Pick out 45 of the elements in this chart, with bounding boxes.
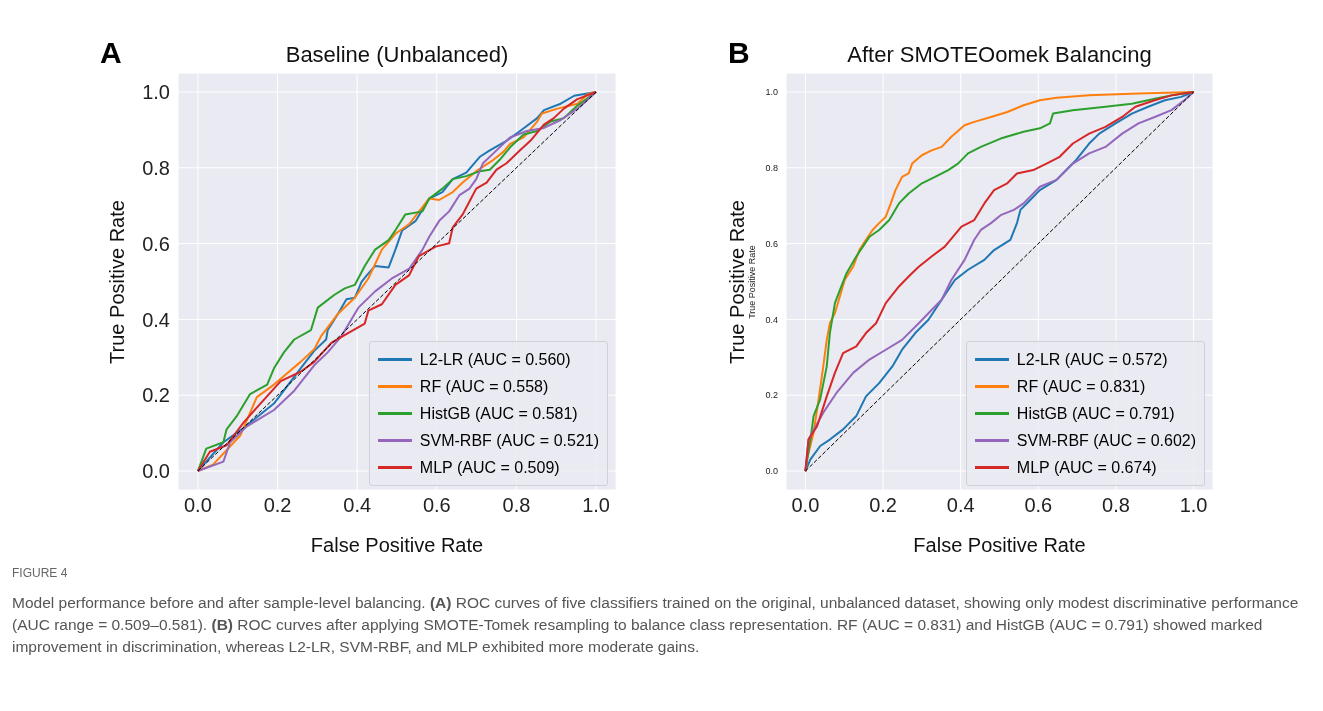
x-tick-label: 0.8: [1102, 494, 1130, 517]
y-tick-label: 0.2: [142, 384, 170, 407]
x-axis-title: False Positive Rate: [913, 534, 1086, 556]
y-tick-label: 0.2: [765, 390, 778, 401]
legend-label: SVM-RBF (AUC = 0.602): [1016, 431, 1196, 450]
y-tick-label: 0.6: [142, 232, 170, 255]
x-tick-label: 0.0: [791, 494, 820, 517]
x-tick-label: 0.4: [343, 494, 372, 517]
y-tick-label: 0.4: [765, 314, 778, 325]
x-tick-label: 0.2: [263, 494, 292, 517]
y-tick-label: 0.6: [765, 238, 778, 249]
x-tick-label: 1.0: [1179, 494, 1208, 517]
legend-label: RF (AUC = 0.831): [1016, 377, 1146, 396]
legend-label: L2-LR (AUC = 0.572): [1016, 350, 1168, 369]
y-tick-label: 0.4: [142, 308, 170, 331]
x-tick-label: 0.6: [422, 494, 451, 517]
x-tick-label: 0.0: [184, 494, 212, 517]
x-tick-label: 0.2: [869, 494, 897, 517]
y-tick-label: 0.8: [142, 156, 170, 179]
legend-label: RF (AUC = 0.558): [419, 377, 549, 396]
y-tick-label: 0.8: [765, 162, 778, 173]
x-axis-title: False Positive Rate: [310, 534, 484, 556]
text: A: [100, 36, 122, 70]
text: B: [728, 36, 750, 70]
y-tick-label: 1.0: [765, 87, 778, 98]
text: Model performance before and after sample-level balancing. (A) ROC curves of five classifiers trained on the original, unbalanced dataset, showing only modest discriminative performance (AUC range = 0.509–0.581). (B) ROC curves after applying SMOTE-Tomek resampling to balance class representation. RF (AUC = 0.831) and HistGB (AUC = 0.791) showed marked improvement in discrimination, whereas L2-LR, SVM-RBF, and MLP exhibited more moderate gains.: [12, 594, 1299, 655]
legend-label: L2-LR (AUC = 0.560): [419, 350, 571, 369]
legend-label: MLP (AUC = 0.509): [419, 458, 560, 477]
chart-title: Baseline (Unbalanced): [284, 42, 510, 68]
x-tick-label: 0.8: [502, 494, 531, 517]
legend-label: HistGB (AUC = 0.581): [419, 404, 578, 423]
legend-label: MLP (AUC = 0.674): [1016, 458, 1157, 477]
y-axis-title: True Positive Rate: [725, 199, 748, 364]
y-tick-label: 1.0: [142, 81, 170, 104]
legend-label: SVM-RBF (AUC = 0.521): [419, 431, 599, 450]
chart-title: After SMOTEOomek Balancing: [846, 42, 1153, 68]
y-tick-label: 0.0: [765, 466, 778, 477]
y-axis-title: True Positive Rate: [105, 199, 129, 364]
y-tick-label: 0.0: [142, 460, 170, 483]
x-tick-label: 0.4: [946, 494, 975, 517]
caption: FIGURE 4: [12, 566, 69, 580]
text: True Positive Rate: [747, 244, 757, 319]
x-tick-label: 0.6: [1024, 494, 1053, 517]
x-tick-label: 1.0: [582, 494, 610, 517]
legend-label: HistGB (AUC = 0.791): [1016, 404, 1175, 423]
